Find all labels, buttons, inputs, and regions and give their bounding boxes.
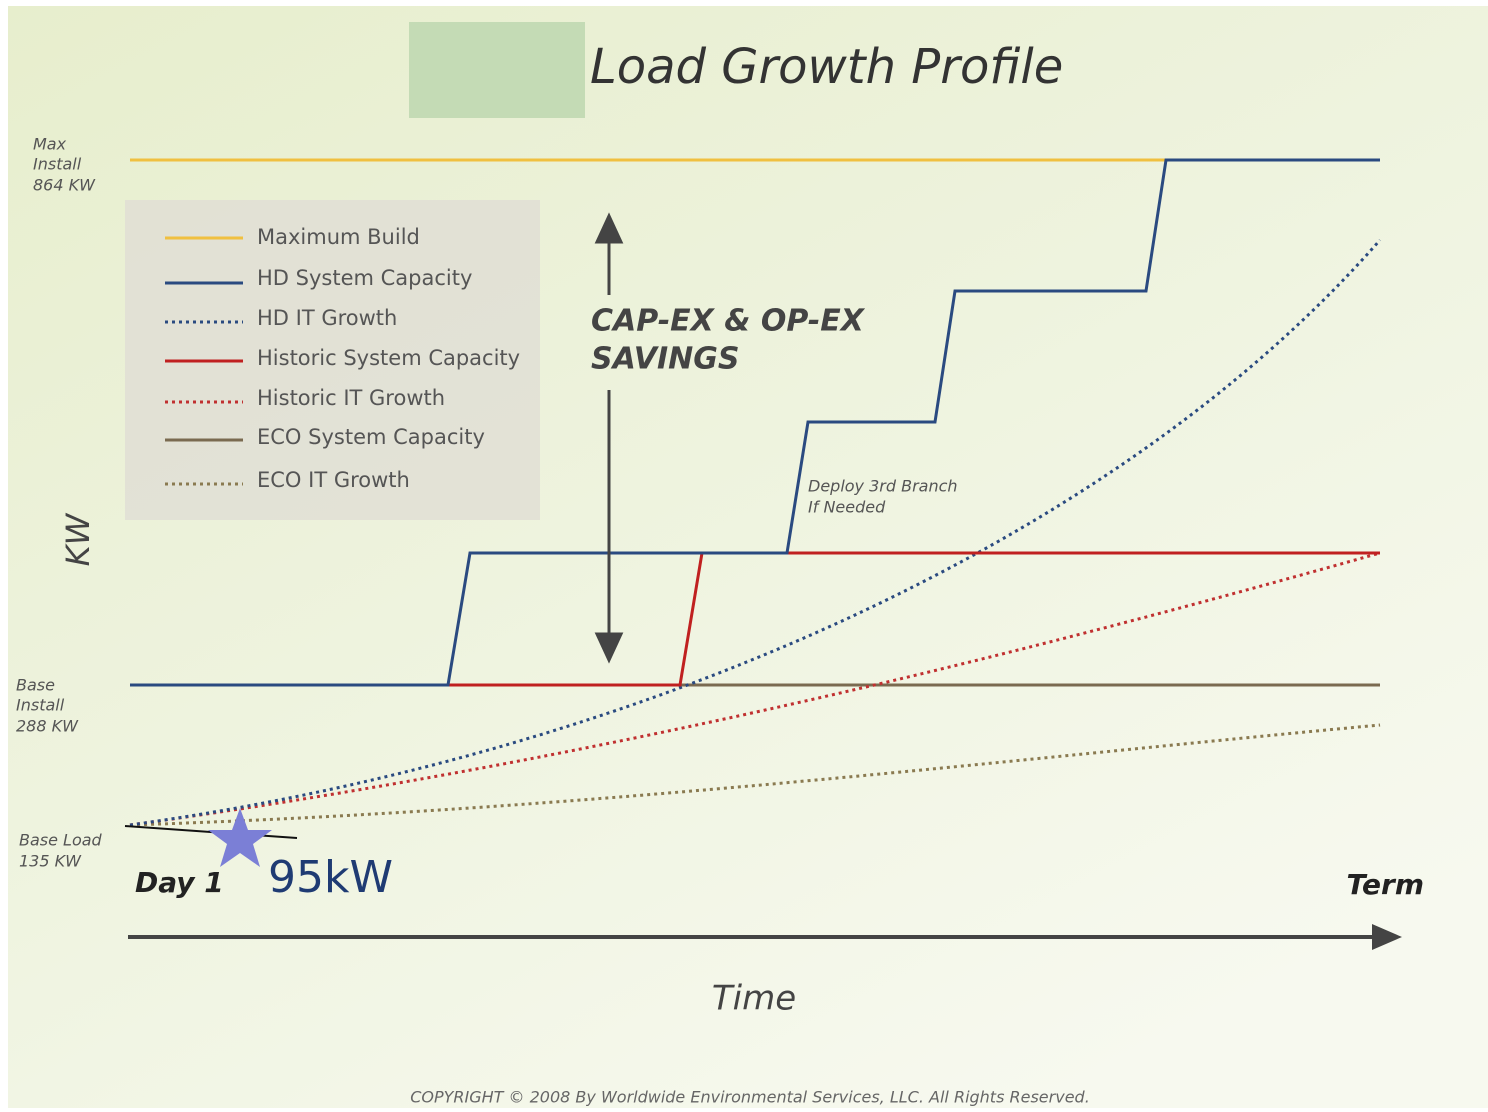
hd-capacity — [130, 158, 1380, 687]
legend-label: Historic IT Growth — [257, 386, 445, 410]
legend: Maximum Build HD System Capacity HD IT G… — [165, 225, 520, 492]
level-label: Max — [33, 135, 67, 154]
background — [8, 6, 1488, 1108]
level-label: Base Load — [19, 831, 103, 850]
level-label: Install — [33, 155, 82, 174]
x-end: Term — [1347, 868, 1424, 901]
hd-growth — [129, 239, 1382, 827]
savings-arrow — [594, 212, 624, 664]
branch-note: If Needed — [808, 498, 886, 517]
legend-label: ECO IT Growth — [257, 468, 410, 492]
marker-label: 95kW — [268, 852, 393, 903]
level-label: 864 KW — [33, 176, 96, 195]
arrow-head — [594, 632, 624, 664]
level-label: 288 KW — [16, 717, 79, 736]
legend-label: HD System Capacity — [257, 266, 472, 290]
legend-label: ECO System Capacity — [257, 425, 485, 449]
x-axis-label: Time — [712, 979, 796, 1019]
lines — [129, 158, 1382, 827]
level-label: Install — [16, 696, 65, 715]
arrow-head — [594, 212, 624, 244]
star-marker — [208, 808, 272, 867]
time-arrow-head — [1372, 924, 1402, 950]
y-axis-label: KW — [59, 512, 97, 566]
x-start: Day 1 — [135, 866, 224, 899]
level-label: 135 KW — [19, 852, 82, 871]
title-block — [409, 22, 585, 118]
savings-label: CAP-EX & OP-EX — [591, 304, 866, 339]
eco-growth — [129, 723, 1381, 827]
level-label: Base — [16, 676, 55, 695]
title: Load Growth Profile — [590, 39, 1063, 95]
savings-label: SAVINGS — [591, 342, 740, 377]
legend-label: HD IT Growth — [257, 306, 397, 330]
branch-note: Deploy 3rd Branch — [808, 477, 958, 496]
legend-label: Maximum Build — [257, 225, 420, 249]
historic-capacity — [448, 551, 1380, 687]
y-levels: Max Install 864 KW Base Install 288 KW B… — [16, 135, 103, 871]
copyright: COPYRIGHT © 2008 By Worldwide Environmen… — [410, 1088, 1090, 1107]
legend-label: Historic System Capacity — [257, 346, 520, 370]
